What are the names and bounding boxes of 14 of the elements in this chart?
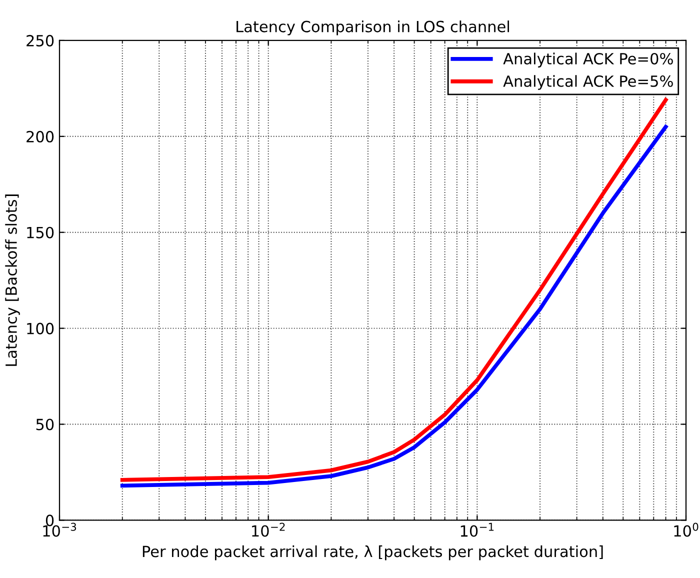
x-tick-label: 10$^{−2}$ bbox=[252, 522, 285, 537]
legend-label: Analytical ACK Pe=0% bbox=[503, 52, 673, 68]
y-tick-label: 0 bbox=[46, 514, 54, 526]
y-axis-title: Latency [Backoff slots] bbox=[5, 194, 20, 366]
x-axis-title: Per node packet arrival rate, λ [packets per packet duration] bbox=[142, 545, 603, 560]
chart-title: Latency Comparison in LOS channel bbox=[236, 20, 509, 36]
y-tick-label: 250 bbox=[26, 34, 54, 46]
y-tick-label: 50 bbox=[36, 418, 54, 430]
y-tick-label: 100 bbox=[27, 322, 54, 334]
y-tick-label: 200 bbox=[26, 130, 54, 142]
x-tick-label: 10$^{0}$ bbox=[674, 522, 698, 537]
legend-label: Analytical ACK Pe=5% bbox=[503, 75, 673, 90]
y-tick-label: 150 bbox=[27, 226, 54, 238]
x-tick-label: 10$^{−1}$ bbox=[460, 522, 494, 537]
